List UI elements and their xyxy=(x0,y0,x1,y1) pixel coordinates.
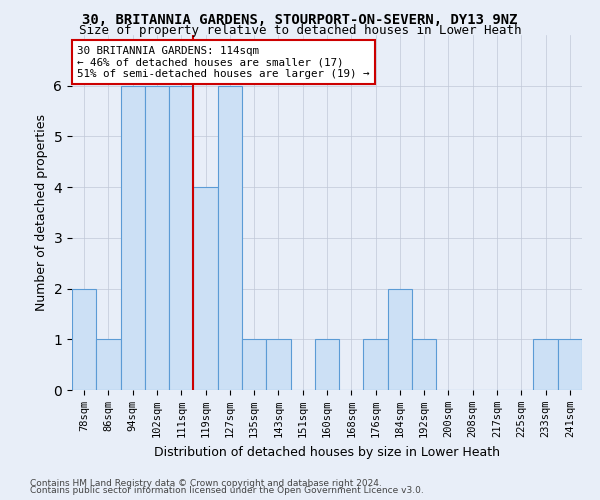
Text: 30, BRITANNIA GARDENS, STOURPORT-ON-SEVERN, DY13 9NZ: 30, BRITANNIA GARDENS, STOURPORT-ON-SEVE… xyxy=(82,12,518,26)
Bar xyxy=(533,340,558,390)
Bar xyxy=(121,86,145,390)
Text: Contains HM Land Registry data © Crown copyright and database right 2024.: Contains HM Land Registry data © Crown c… xyxy=(30,478,382,488)
Bar xyxy=(364,340,388,390)
Text: Size of property relative to detached houses in Lower Heath: Size of property relative to detached ho… xyxy=(79,24,521,37)
X-axis label: Distribution of detached houses by size in Lower Heath: Distribution of detached houses by size … xyxy=(154,446,500,458)
Bar xyxy=(72,288,96,390)
Text: 30 BRITANNIA GARDENS: 114sqm
← 46% of detached houses are smaller (17)
51% of se: 30 BRITANNIA GARDENS: 114sqm ← 46% of de… xyxy=(77,46,370,79)
Bar xyxy=(266,340,290,390)
Bar xyxy=(315,340,339,390)
Bar xyxy=(169,86,193,390)
Bar xyxy=(558,340,582,390)
Bar xyxy=(388,288,412,390)
Bar xyxy=(193,187,218,390)
Bar xyxy=(218,86,242,390)
Bar xyxy=(145,86,169,390)
Text: Contains public sector information licensed under the Open Government Licence v3: Contains public sector information licen… xyxy=(30,486,424,495)
Bar xyxy=(96,340,121,390)
Bar xyxy=(242,340,266,390)
Y-axis label: Number of detached properties: Number of detached properties xyxy=(35,114,48,311)
Bar xyxy=(412,340,436,390)
